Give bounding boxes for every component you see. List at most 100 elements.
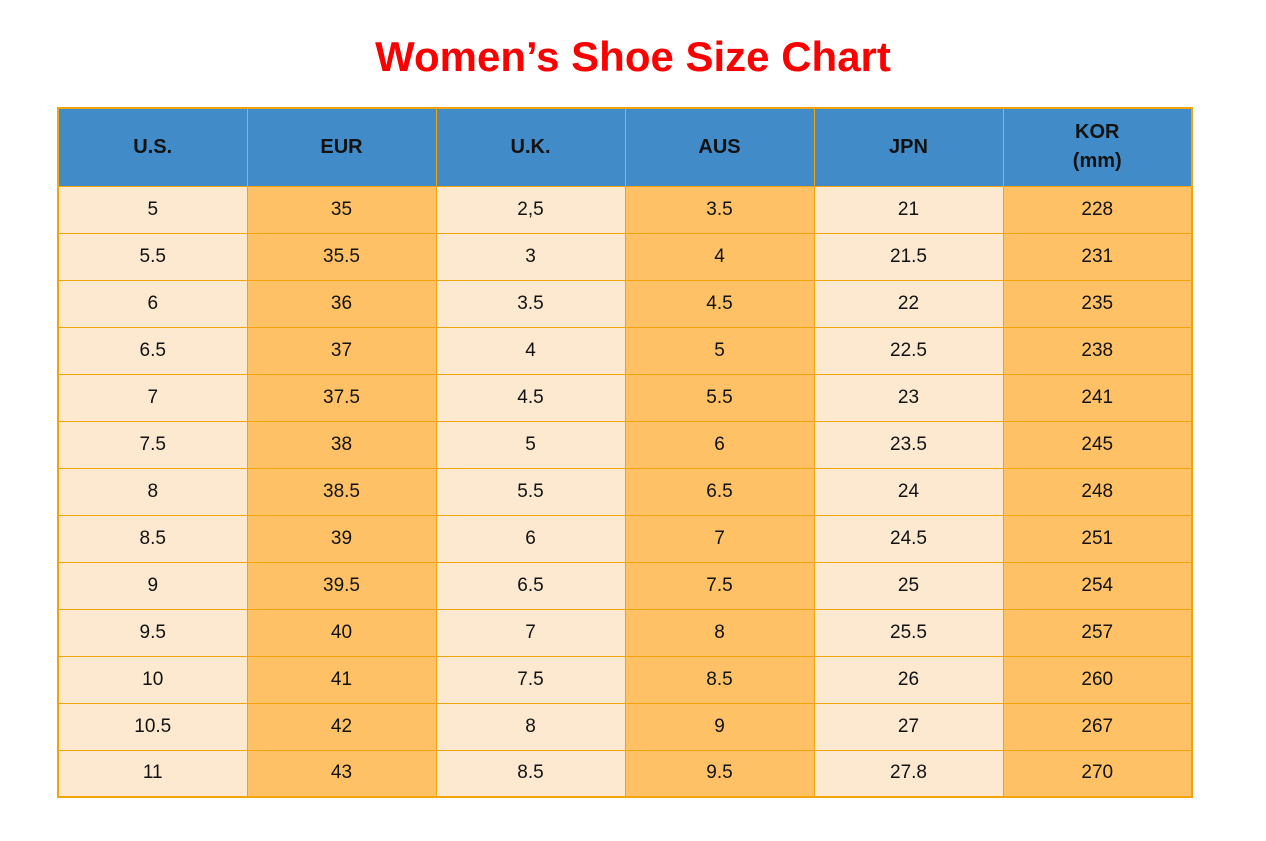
cell-kor-mm-row-11: 260 — [1002, 655, 1193, 704]
cell-jpn-row-13: 27.8 — [813, 749, 1004, 798]
cell-u-s-row-13: 11 — [57, 749, 248, 798]
size-table: U.S. EUR U.K. AUS JPN KOR (mm) 5 35 2,5 3.5 21 228… — [57, 107, 1193, 798]
cell-u-s-row-8: 8.5 — [57, 514, 248, 563]
cell-u-k-row-7: 5.5 — [435, 467, 626, 516]
cell-kor-mm-row-3: 235 — [1002, 279, 1193, 328]
cell-jpn-row-10: 25.5 — [813, 608, 1004, 657]
table-row: 8 38.5 5.5 6.5 24 248 — [57, 467, 1193, 516]
cell-kor-mm-row-6: 245 — [1002, 420, 1193, 469]
table-row: 6.5 37 4 5 22.5 238 — [57, 326, 1193, 375]
cell-aus-row-11: 8.5 — [624, 655, 815, 704]
cell-u-k-row-1: 2,5 — [435, 185, 626, 234]
cell-u-s-row-12: 10.5 — [57, 702, 248, 751]
cell-u-k-row-4: 4 — [435, 326, 626, 375]
cell-kor-mm-row-5: 241 — [1002, 373, 1193, 422]
cell-u-s-row-7: 8 — [57, 467, 248, 516]
cell-u-s-row-10: 9.5 — [57, 608, 248, 657]
page-title: Women’s Shoe Size Chart — [375, 33, 891, 80]
cell-jpn-row-8: 24.5 — [813, 514, 1004, 563]
table-row: 8.5 39 6 7 24.5 251 — [57, 514, 1193, 563]
cell-eur-row-10: 40 — [246, 608, 437, 657]
cell-aus-row-13: 9.5 — [624, 749, 815, 798]
cell-kor-mm-row-8: 251 — [1002, 514, 1193, 563]
cell-aus-row-12: 9 — [624, 702, 815, 751]
table-header: U.S. EUR U.K. AUS JPN KOR (mm) — [57, 107, 1193, 187]
cell-eur-row-5: 37.5 — [246, 373, 437, 422]
table-row: 10 41 7.5 8.5 26 260 — [57, 655, 1193, 704]
cell-aus-row-2: 4 — [624, 232, 815, 281]
table-row: 7.5 38 5 6 23.5 245 — [57, 420, 1193, 469]
cell-kor-mm-row-13: 270 — [1002, 749, 1193, 798]
cell-kor-mm-row-4: 238 — [1002, 326, 1193, 375]
cell-jpn-row-2: 21.5 — [813, 232, 1004, 281]
table-row: 6 36 3.5 4.5 22 235 — [57, 279, 1193, 328]
cell-u-s-row-3: 6 — [57, 279, 248, 328]
table-row: 7 37.5 4.5 5.5 23 241 — [57, 373, 1193, 422]
cell-kor-mm-row-10: 257 — [1002, 608, 1193, 657]
cell-u-k-row-9: 6.5 — [435, 561, 626, 610]
table-row: 5.5 35.5 3 4 21.5 231 — [57, 232, 1193, 281]
column-header-jpn: JPN — [813, 107, 1004, 187]
cell-kor-mm-row-9: 254 — [1002, 561, 1193, 610]
cell-eur-row-2: 35.5 — [246, 232, 437, 281]
cell-aus-row-4: 5 — [624, 326, 815, 375]
cell-u-k-row-13: 8.5 — [435, 749, 626, 798]
cell-u-s-row-11: 10 — [57, 655, 248, 704]
cell-u-s-row-2: 5.5 — [57, 232, 248, 281]
cell-eur-row-1: 35 — [246, 185, 437, 234]
column-header-eur: EUR — [246, 107, 437, 187]
cell-u-s-row-4: 6.5 — [57, 326, 248, 375]
cell-jpn-row-9: 25 — [813, 561, 1004, 610]
cell-jpn-row-12: 27 — [813, 702, 1004, 751]
column-header-u-k: U.K. — [435, 107, 626, 187]
cell-aus-row-6: 6 — [624, 420, 815, 469]
cell-aus-row-5: 5.5 — [624, 373, 815, 422]
cell-eur-row-7: 38.5 — [246, 467, 437, 516]
column-header-aus: AUS — [624, 107, 815, 187]
cell-u-s-row-1: 5 — [57, 185, 248, 234]
cell-u-s-row-9: 9 — [57, 561, 248, 610]
cell-eur-row-12: 42 — [246, 702, 437, 751]
cell-eur-row-6: 38 — [246, 420, 437, 469]
table-row: 9.5 40 7 8 25.5 257 — [57, 608, 1193, 657]
cell-kor-mm-row-7: 248 — [1002, 467, 1193, 516]
cell-eur-row-13: 43 — [246, 749, 437, 798]
cell-u-k-row-2: 3 — [435, 232, 626, 281]
cell-u-k-row-8: 6 — [435, 514, 626, 563]
table-row: 9 39.5 6.5 7.5 25 254 — [57, 561, 1193, 610]
cell-eur-row-4: 37 — [246, 326, 437, 375]
cell-jpn-row-7: 24 — [813, 467, 1004, 516]
cell-jpn-row-5: 23 — [813, 373, 1004, 422]
cell-jpn-row-4: 22.5 — [813, 326, 1004, 375]
cell-jpn-row-1: 21 — [813, 185, 1004, 234]
cell-jpn-row-3: 22 — [813, 279, 1004, 328]
cell-eur-row-9: 39.5 — [246, 561, 437, 610]
table-row: 10.5 42 8 9 27 267 — [57, 702, 1193, 751]
table-row: 5 35 2,5 3.5 21 228 — [57, 185, 1193, 234]
cell-eur-row-8: 39 — [246, 514, 437, 563]
cell-u-k-row-12: 8 — [435, 702, 626, 751]
cell-aus-row-1: 3.5 — [624, 185, 815, 234]
cell-aus-row-7: 6.5 — [624, 467, 815, 516]
cell-eur-row-11: 41 — [246, 655, 437, 704]
cell-aus-row-8: 7 — [624, 514, 815, 563]
cell-aus-row-9: 7.5 — [624, 561, 815, 610]
cell-u-k-row-3: 3.5 — [435, 279, 626, 328]
column-header-u-s: U.S. — [57, 107, 248, 187]
cell-jpn-row-11: 26 — [813, 655, 1004, 704]
column-header-kor-mm: KOR (mm) — [1002, 107, 1193, 187]
table-body: 5 35 2,5 3.5 21 228 5.5 35.5 3 4 21.5 231 6 36 3.5 4.5 2… — [57, 185, 1193, 798]
cell-aus-row-10: 8 — [624, 608, 815, 657]
table-header-row: U.S. EUR U.K. AUS JPN KOR (mm) — [57, 107, 1193, 187]
cell-u-s-row-5: 7 — [57, 373, 248, 422]
cell-u-s-row-6: 7.5 — [57, 420, 248, 469]
cell-eur-row-3: 36 — [246, 279, 437, 328]
cell-u-k-row-6: 5 — [435, 420, 626, 469]
cell-jpn-row-6: 23.5 — [813, 420, 1004, 469]
cell-u-k-row-10: 7 — [435, 608, 626, 657]
table-row: 11 43 8.5 9.5 27.8 270 — [57, 749, 1193, 798]
cell-u-k-row-11: 7.5 — [435, 655, 626, 704]
cell-kor-mm-row-12: 267 — [1002, 702, 1193, 751]
cell-kor-mm-row-1: 228 — [1002, 185, 1193, 234]
cell-kor-mm-row-2: 231 — [1002, 232, 1193, 281]
